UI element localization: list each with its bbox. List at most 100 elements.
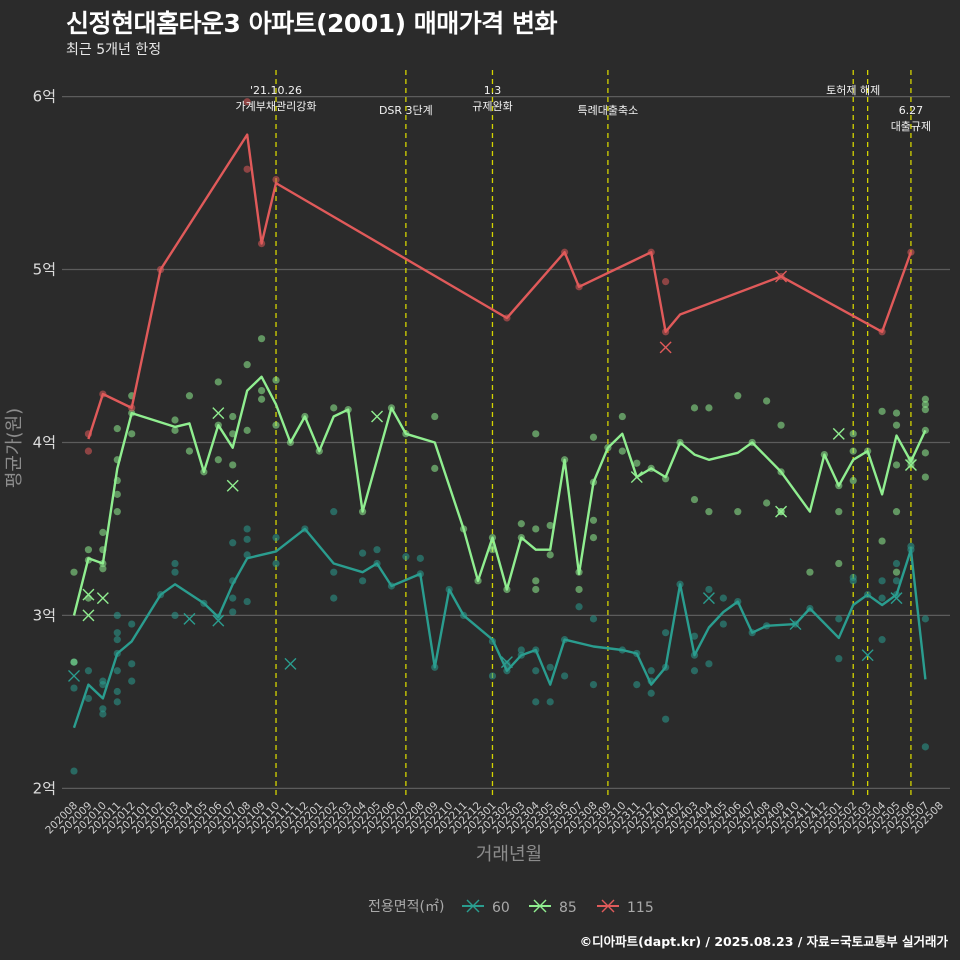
data-point-85 xyxy=(113,425,121,433)
cancel-mark-60 xyxy=(500,656,513,669)
data-point-60 xyxy=(113,629,121,637)
data-point-60 xyxy=(921,743,929,751)
data-point-60 xyxy=(546,663,554,671)
data-point-60 xyxy=(243,597,251,606)
legend-title: 전용면적(㎡) xyxy=(368,899,444,915)
data-point-85 xyxy=(806,568,814,576)
cancel-mark-stroke xyxy=(212,407,225,420)
legend-key-mark xyxy=(466,899,480,913)
data-point-85 xyxy=(257,395,266,403)
data-point-60 xyxy=(84,667,93,675)
cancel-mark-60 xyxy=(68,669,80,682)
data-point-60 xyxy=(907,542,915,550)
data-point-85 xyxy=(229,412,237,421)
data-point-60 xyxy=(113,636,121,644)
data-point-85 xyxy=(892,508,901,516)
data-point-60 xyxy=(84,694,93,703)
data-point-60 xyxy=(359,549,367,557)
data-point-85 xyxy=(214,456,222,464)
data-point-85 xyxy=(921,400,929,409)
data-point-115 xyxy=(84,447,93,455)
policy-annotation-text: 토허제 해제 xyxy=(826,83,880,97)
data-point-85 xyxy=(517,520,525,528)
x-axis-ticks: 2020082020092020102020112020122021012021… xyxy=(43,799,946,836)
cancel-mark-stroke xyxy=(284,657,297,670)
data-point-60 xyxy=(561,672,569,680)
data-point-85 xyxy=(532,525,540,533)
data-point-60 xyxy=(113,698,121,706)
data-point-60 xyxy=(517,646,525,654)
data-point-85 xyxy=(892,568,901,576)
data-point-60 xyxy=(705,660,713,668)
y-tick-label: 4억 xyxy=(33,433,56,451)
series-line-115 xyxy=(87,133,913,440)
data-point-85 xyxy=(892,409,901,417)
data-point-85 xyxy=(546,521,554,530)
data-point-60 xyxy=(878,594,886,602)
data-point-85 xyxy=(690,404,699,412)
data-point-85 xyxy=(589,516,598,524)
data-point-85 xyxy=(431,412,439,421)
data-point-60 xyxy=(330,508,338,516)
data-point-60 xyxy=(647,689,655,697)
data-point-85 xyxy=(171,426,179,434)
data-point-85 xyxy=(734,392,742,400)
cancel-mark-stroke xyxy=(702,592,715,605)
data-point-85 xyxy=(589,533,598,542)
cancel-mark-115 xyxy=(659,341,672,354)
data-point-85 xyxy=(546,551,554,559)
data-point-85 xyxy=(70,568,78,576)
y-tick-label: 5억 xyxy=(33,261,56,279)
data-point-85 xyxy=(835,508,843,516)
data-point-60 xyxy=(878,577,886,585)
data-point-85 xyxy=(330,404,338,412)
data-point-60 xyxy=(113,687,121,696)
data-point-85 xyxy=(777,421,785,429)
data-point-60 xyxy=(662,715,670,723)
data-point-60 xyxy=(575,603,583,611)
transaction-points xyxy=(70,98,929,775)
data-point-85 xyxy=(214,378,222,386)
cancel-mark-stroke xyxy=(226,479,239,492)
data-point-115 xyxy=(272,176,280,184)
chart-subtitle: 최근 5개년 한정 xyxy=(66,42,162,58)
data-point-85 xyxy=(618,412,626,421)
data-point-85 xyxy=(849,430,857,438)
cancel-mark-stroke xyxy=(832,427,845,440)
data-point-85 xyxy=(575,585,583,594)
y-tick-label: 3억 xyxy=(33,606,56,624)
cancel-mark-85 xyxy=(82,609,95,622)
cancel-mark-85 xyxy=(226,479,239,492)
data-point-85 xyxy=(849,476,857,485)
data-point-85 xyxy=(185,447,194,455)
cancel-mark-stroke xyxy=(212,614,225,627)
data-point-85 xyxy=(921,449,929,457)
data-point-60 xyxy=(532,698,540,706)
data-point-60 xyxy=(705,585,713,594)
data-point-60 xyxy=(921,615,929,623)
data-point-60 xyxy=(719,594,727,602)
legend-label-60: 60 xyxy=(492,900,510,916)
policy-annotation-text: 특례대출축소 xyxy=(578,104,639,117)
cancel-mark-stroke xyxy=(904,458,917,471)
data-point-60 xyxy=(272,533,280,542)
policy-annotation-text: DSR 3단계 xyxy=(379,104,433,117)
data-point-85 xyxy=(633,459,641,467)
data-point-60 xyxy=(719,620,727,628)
data-point-60 xyxy=(647,667,655,675)
data-point-60 xyxy=(171,611,179,620)
data-point-85 xyxy=(618,447,626,455)
cancel-mark-stroke xyxy=(775,270,788,283)
cancel-mark-stroke xyxy=(68,669,80,682)
series-line-85 xyxy=(72,375,927,616)
data-point-85 xyxy=(878,407,886,415)
chart-title: 신정현대홈타운3 아파트(2001) 매매가격 변화 xyxy=(66,9,557,38)
data-point-60 xyxy=(70,684,78,692)
cancel-mark-stroke xyxy=(775,505,788,518)
data-point-85 xyxy=(532,430,540,438)
data-point-60 xyxy=(662,629,670,637)
data-point-85 xyxy=(272,376,280,384)
data-point-60 xyxy=(546,698,554,706)
data-point-60 xyxy=(243,535,251,543)
data-point-85 xyxy=(128,430,136,438)
